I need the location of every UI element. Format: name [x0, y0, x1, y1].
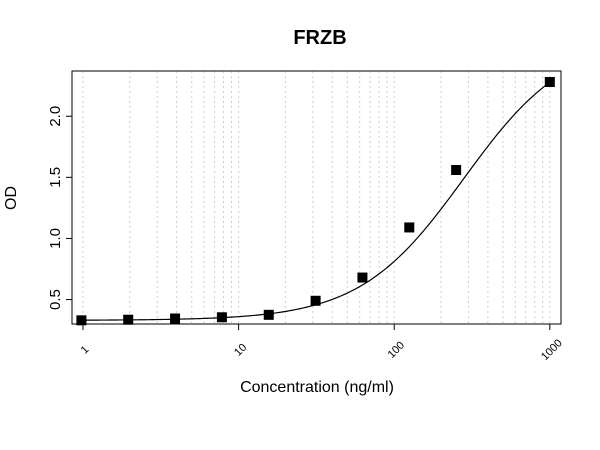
- plot-frame: [71, 70, 562, 325]
- y-tick-label: 2.0: [47, 106, 64, 127]
- data-point: [76, 315, 87, 326]
- data-point: [451, 165, 462, 175]
- y-tick-label: 1.5: [47, 167, 64, 188]
- fit-curve: [81, 81, 551, 321]
- x-axis: 1 10 100 1000: [79, 324, 565, 363]
- data-point: [170, 313, 181, 324]
- y-tick-label: 0.5: [47, 289, 64, 310]
- fit-curve-group: [81, 81, 551, 321]
- grid: [82, 71, 551, 324]
- x-tick-label: 10: [232, 342, 249, 359]
- x-tick-label: 100: [386, 339, 407, 360]
- data-point: [357, 272, 368, 283]
- data-point: [404, 222, 415, 233]
- y-axis-label: OD: [3, 186, 20, 210]
- x-tick-label: 1: [79, 344, 92, 357]
- chart-title: FRZB: [293, 27, 346, 49]
- y-axis: 0.5 1.0 1.5 2.0: [47, 106, 72, 310]
- x-axis-label: Concentration (ng/ml): [240, 379, 394, 396]
- data-point: [263, 309, 274, 320]
- data-point: [123, 314, 134, 325]
- data-point: [216, 312, 227, 323]
- x-tick-label: 1000: [539, 337, 565, 363]
- data-points: [76, 77, 555, 326]
- data-point: [544, 77, 555, 87]
- data-point: [310, 295, 321, 306]
- y-tick-label: 1.0: [47, 228, 64, 249]
